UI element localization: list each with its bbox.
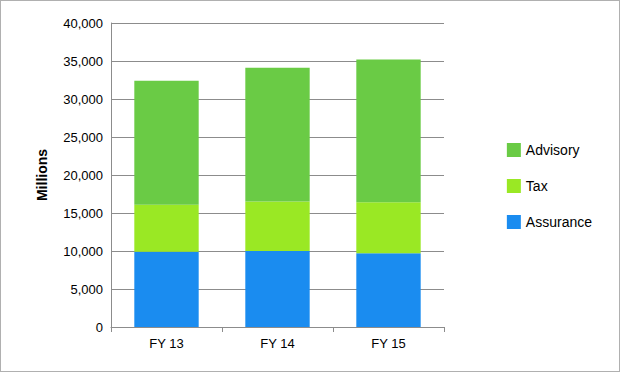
svg-text:FY 15: FY 15 — [371, 336, 405, 351]
svg-text:40,000: 40,000 — [63, 16, 103, 31]
svg-text:15,000: 15,000 — [63, 206, 103, 221]
svg-text:FY 13: FY 13 — [149, 336, 183, 351]
svg-text:30,000: 30,000 — [63, 92, 103, 107]
svg-text:25,000: 25,000 — [63, 130, 103, 145]
svg-text:Millions: Millions — [34, 149, 50, 201]
svg-text:10,000: 10,000 — [63, 244, 103, 259]
svg-text:35,000: 35,000 — [63, 54, 103, 69]
svg-text:Assurance: Assurance — [526, 214, 592, 230]
svg-text:20,000: 20,000 — [63, 168, 103, 183]
svg-text:0: 0 — [96, 320, 103, 335]
svg-text:Advisory: Advisory — [526, 142, 580, 158]
svg-text:5,000: 5,000 — [70, 282, 103, 297]
svg-text:Tax: Tax — [526, 178, 548, 194]
svg-text:FY 14: FY 14 — [260, 336, 294, 351]
